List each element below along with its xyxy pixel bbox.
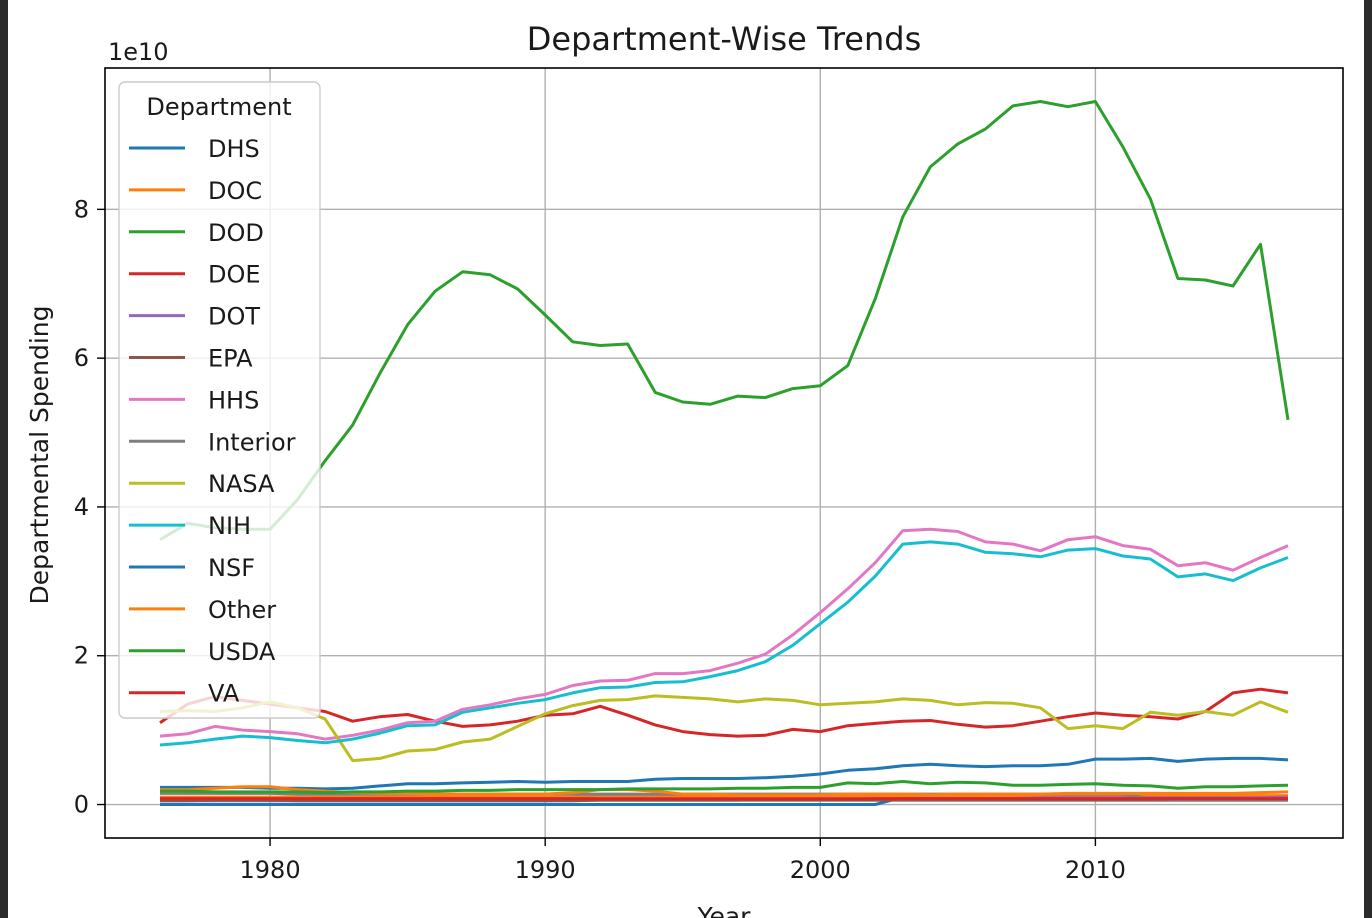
- legend-label: DOC: [208, 177, 262, 205]
- y-offset-label: 1e10: [108, 38, 169, 66]
- series-line-usda: [160, 780, 1289, 795]
- series-line-hhs: [159, 527, 1289, 741]
- plot-area-border: [104, 67, 1344, 839]
- figure: Department-Wise Trends 1e10 Year Departm…: [8, 0, 1364, 918]
- legend-label: Interior: [208, 428, 296, 456]
- legend-label: EPA: [208, 345, 253, 373]
- legend-label: DOD: [208, 219, 264, 247]
- y-tick-label: 4: [74, 493, 89, 521]
- y-tick-label: 8: [74, 195, 89, 223]
- y-tick-label: 6: [74, 344, 89, 372]
- x-tick-label: 1990: [515, 856, 576, 884]
- legend-box: [118, 81, 321, 719]
- series-line-nsf: [160, 756, 1289, 791]
- legend-label: NASA: [208, 470, 275, 498]
- y-tick-label: 2: [74, 642, 89, 670]
- series-line-epa: [160, 798, 1288, 803]
- series-line-doe: [159, 687, 1289, 738]
- legend-label: HHS: [208, 386, 259, 414]
- series-line-nih: [159, 540, 1289, 747]
- x-tick-label: 2010: [1065, 856, 1126, 884]
- legend-label: USDA: [208, 638, 276, 666]
- legend-label: NIH: [208, 512, 251, 540]
- series-line-nasa: [159, 694, 1289, 763]
- y-axis-label: Departmental Spending: [25, 306, 54, 605]
- legend-label: DOE: [208, 261, 261, 289]
- series-line-dod: [159, 100, 1290, 541]
- legend-label: Other: [208, 596, 276, 624]
- legend-label: DHS: [208, 135, 260, 163]
- axis-ticks: 1980 1990 2000 2010 0 2 4 6 8: [74, 195, 1126, 884]
- series-lines: [159, 100, 1290, 806]
- legend-label: NSF: [208, 554, 255, 582]
- x-tick-label: 2000: [790, 856, 851, 884]
- legend-title: Department: [146, 93, 291, 121]
- legend-label: DOT: [208, 303, 260, 331]
- legend-label: VA: [208, 680, 240, 708]
- x-axis-label: Year: [697, 902, 752, 918]
- x-tick-label: 1980: [240, 856, 301, 884]
- y-tick-label: 0: [74, 791, 89, 819]
- legend: Department DHS DOC DOD DOE DOT EPA HHS Interior N…: [118, 81, 321, 719]
- line-chart: Department-Wise Trends 1e10 Year Departm…: [25, 20, 1344, 918]
- chart-title: Department-Wise Trends: [527, 20, 922, 58]
